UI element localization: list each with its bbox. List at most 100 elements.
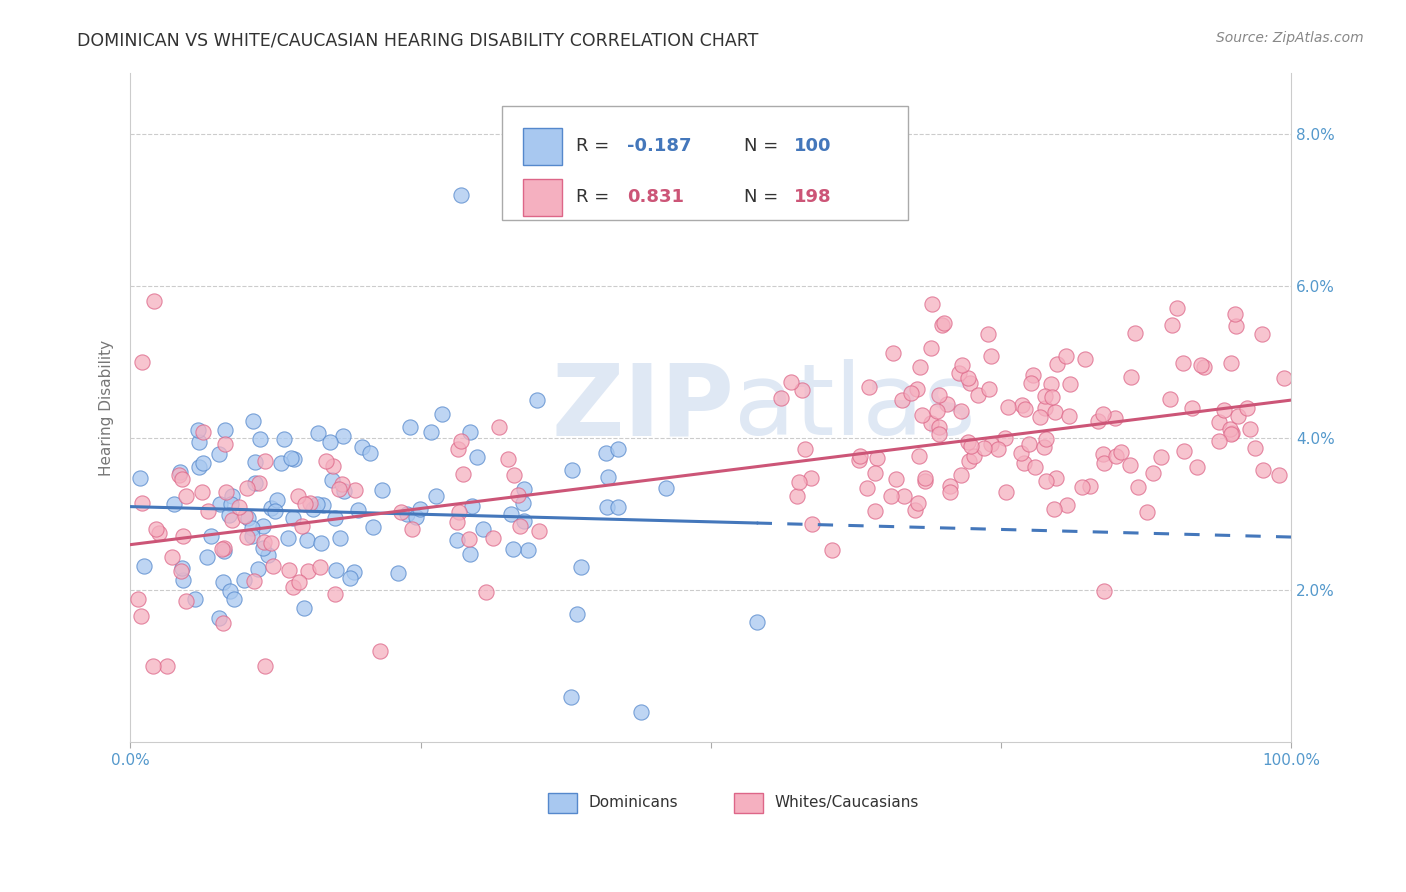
Point xyxy=(409,501,432,516)
Text: -0.187: -0.187 xyxy=(627,137,692,155)
Point xyxy=(509,519,531,533)
Point xyxy=(890,393,912,408)
Point xyxy=(934,316,956,330)
Point xyxy=(174,489,197,503)
Point xyxy=(997,401,1019,415)
Point xyxy=(323,587,346,601)
Point xyxy=(339,571,361,585)
Point xyxy=(910,408,932,422)
Point xyxy=(1094,583,1116,598)
Point xyxy=(1022,368,1045,383)
Point xyxy=(278,563,301,577)
Point xyxy=(1244,441,1267,455)
Point xyxy=(214,437,236,451)
Point xyxy=(294,497,316,511)
Point xyxy=(569,560,592,574)
Point xyxy=(344,483,367,497)
Point xyxy=(1078,479,1101,493)
Point xyxy=(1189,358,1212,372)
Point xyxy=(315,454,337,468)
Text: R =: R = xyxy=(576,188,621,207)
Point xyxy=(900,386,922,401)
Point xyxy=(770,391,793,405)
Point xyxy=(266,493,288,508)
Point xyxy=(905,382,928,396)
Point xyxy=(215,484,238,499)
Point xyxy=(183,591,205,606)
Point xyxy=(987,442,1010,457)
Point xyxy=(973,442,995,456)
Point xyxy=(211,574,233,589)
Point xyxy=(212,541,235,556)
Point xyxy=(928,427,950,442)
Point xyxy=(792,383,814,397)
Point xyxy=(211,541,233,556)
Point xyxy=(247,562,270,576)
Point xyxy=(281,511,304,525)
Point xyxy=(1057,409,1080,424)
Text: 198: 198 xyxy=(794,188,832,207)
Point xyxy=(1159,392,1181,407)
Point xyxy=(928,420,950,434)
Point xyxy=(1194,360,1216,375)
Point xyxy=(920,417,942,431)
Point xyxy=(980,437,1002,451)
Point xyxy=(446,442,468,456)
Point xyxy=(148,525,170,540)
Point xyxy=(921,297,943,311)
Point xyxy=(297,564,319,578)
Point xyxy=(1073,352,1095,367)
Point xyxy=(221,490,243,504)
Point xyxy=(195,549,218,564)
Point xyxy=(882,346,904,360)
Point xyxy=(465,450,488,465)
Point xyxy=(253,535,276,549)
Point xyxy=(1040,390,1063,404)
Point xyxy=(502,542,524,557)
Point xyxy=(949,403,972,417)
Point xyxy=(363,519,385,533)
Point xyxy=(980,350,1002,364)
Point xyxy=(595,446,617,460)
Point xyxy=(977,327,1000,342)
Point xyxy=(211,615,233,630)
Point xyxy=(242,528,264,542)
Point xyxy=(252,519,274,533)
Point xyxy=(948,366,970,380)
Point xyxy=(389,505,412,519)
Point xyxy=(960,439,983,453)
Point xyxy=(508,488,530,502)
Point xyxy=(134,559,156,574)
Point xyxy=(359,446,381,460)
Point xyxy=(273,432,295,446)
Point xyxy=(214,423,236,437)
Point xyxy=(1220,355,1243,369)
Point xyxy=(1171,356,1194,370)
Point xyxy=(561,463,583,477)
Text: R =: R = xyxy=(576,137,614,155)
Point xyxy=(1227,409,1250,424)
Point xyxy=(395,507,418,521)
Point xyxy=(927,403,949,417)
Point xyxy=(172,573,194,587)
Point xyxy=(606,500,628,515)
Point xyxy=(387,566,409,580)
Point xyxy=(299,496,322,510)
Point xyxy=(262,559,284,574)
Point xyxy=(145,523,167,537)
Point xyxy=(1104,411,1126,425)
Text: Source: ZipAtlas.com: Source: ZipAtlas.com xyxy=(1216,31,1364,45)
Point xyxy=(270,456,292,470)
Point xyxy=(655,481,678,495)
Point xyxy=(801,516,824,531)
Point xyxy=(963,449,986,463)
Point xyxy=(242,414,264,428)
Point xyxy=(319,435,342,450)
Point xyxy=(218,508,240,523)
Point xyxy=(866,450,889,465)
Point xyxy=(242,574,264,589)
Point xyxy=(949,467,972,482)
Text: DOMINICAN VS WHITE/CAUCASIAN HEARING DISABILITY CORRELATION CHART: DOMINICAN VS WHITE/CAUCASIAN HEARING DIS… xyxy=(77,31,759,49)
Point xyxy=(779,376,801,390)
Point xyxy=(221,513,243,527)
